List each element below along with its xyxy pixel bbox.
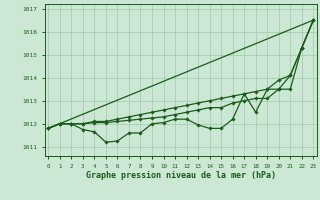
X-axis label: Graphe pression niveau de la mer (hPa): Graphe pression niveau de la mer (hPa) [86,171,276,180]
